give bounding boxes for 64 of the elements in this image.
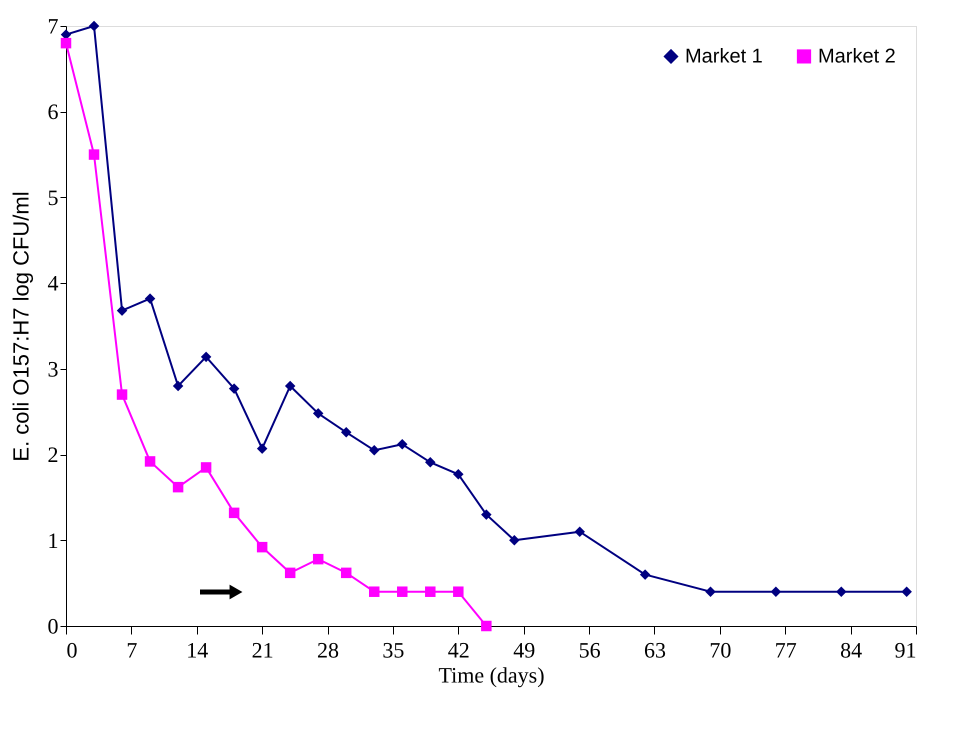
point bbox=[901, 586, 912, 597]
point bbox=[425, 457, 436, 468]
point bbox=[284, 568, 296, 578]
point bbox=[228, 508, 240, 518]
point bbox=[228, 383, 240, 394]
y-tick-label: 0 bbox=[48, 614, 58, 638]
point bbox=[172, 380, 184, 392]
point bbox=[172, 482, 184, 492]
x-tick-label: 21 bbox=[252, 638, 274, 662]
point bbox=[88, 149, 100, 160]
x-tick-label: 14 bbox=[186, 638, 208, 662]
point bbox=[200, 352, 212, 362]
point bbox=[116, 305, 128, 316]
point bbox=[369, 586, 380, 597]
point bbox=[116, 389, 128, 400]
legend-label: Market 1 bbox=[685, 45, 763, 68]
point bbox=[284, 380, 296, 392]
point bbox=[481, 509, 492, 520]
point bbox=[340, 568, 352, 578]
point bbox=[509, 535, 520, 546]
x-tick-label: 28 bbox=[317, 638, 340, 662]
y-tick-label: 3 bbox=[48, 356, 58, 382]
point bbox=[770, 586, 782, 597]
point bbox=[256, 443, 268, 454]
y-tick-label: 5 bbox=[48, 184, 58, 210]
point bbox=[88, 20, 100, 32]
point bbox=[340, 427, 352, 438]
x-tick-label: 63 bbox=[644, 638, 666, 662]
y-axis-title: E. coli O157:H7 log CFU/ml bbox=[8, 191, 34, 462]
point bbox=[453, 586, 464, 597]
point bbox=[397, 586, 408, 597]
legend-label: Market 2 bbox=[818, 45, 896, 68]
point bbox=[453, 469, 464, 480]
y-tick-label: 4 bbox=[48, 270, 58, 296]
y-tick-label: 7 bbox=[48, 14, 58, 38]
point bbox=[256, 542, 268, 552]
point bbox=[312, 554, 324, 564]
x-tick-label: 42 bbox=[448, 638, 470, 662]
point bbox=[481, 620, 492, 632]
x-tick-label: 49 bbox=[513, 638, 536, 662]
x-tick-label: 70 bbox=[709, 638, 732, 662]
point bbox=[640, 569, 650, 580]
x-tick-label: 0 bbox=[66, 638, 78, 662]
x-tick-label: 91 bbox=[894, 638, 916, 662]
point bbox=[200, 462, 212, 473]
point bbox=[574, 526, 585, 537]
x-tick-label: 77 bbox=[774, 638, 797, 662]
point bbox=[705, 586, 716, 597]
x-axis-title: Time (days) bbox=[438, 662, 545, 688]
x-tick-label: 84 bbox=[840, 638, 862, 662]
point bbox=[369, 445, 380, 456]
point bbox=[397, 439, 408, 450]
y-tick-label: 1 bbox=[48, 528, 58, 553]
y-tick-label: 6 bbox=[48, 99, 58, 124]
x-tick-label: 7 bbox=[126, 638, 138, 662]
point bbox=[312, 408, 324, 419]
point bbox=[144, 293, 156, 304]
point bbox=[836, 586, 847, 597]
point bbox=[60, 38, 72, 48]
x-tick-label: 56 bbox=[578, 638, 601, 662]
y-tick-label: 2 bbox=[48, 442, 58, 468]
point bbox=[425, 586, 436, 597]
x-tick-label: 35 bbox=[382, 638, 404, 662]
point bbox=[144, 456, 156, 467]
